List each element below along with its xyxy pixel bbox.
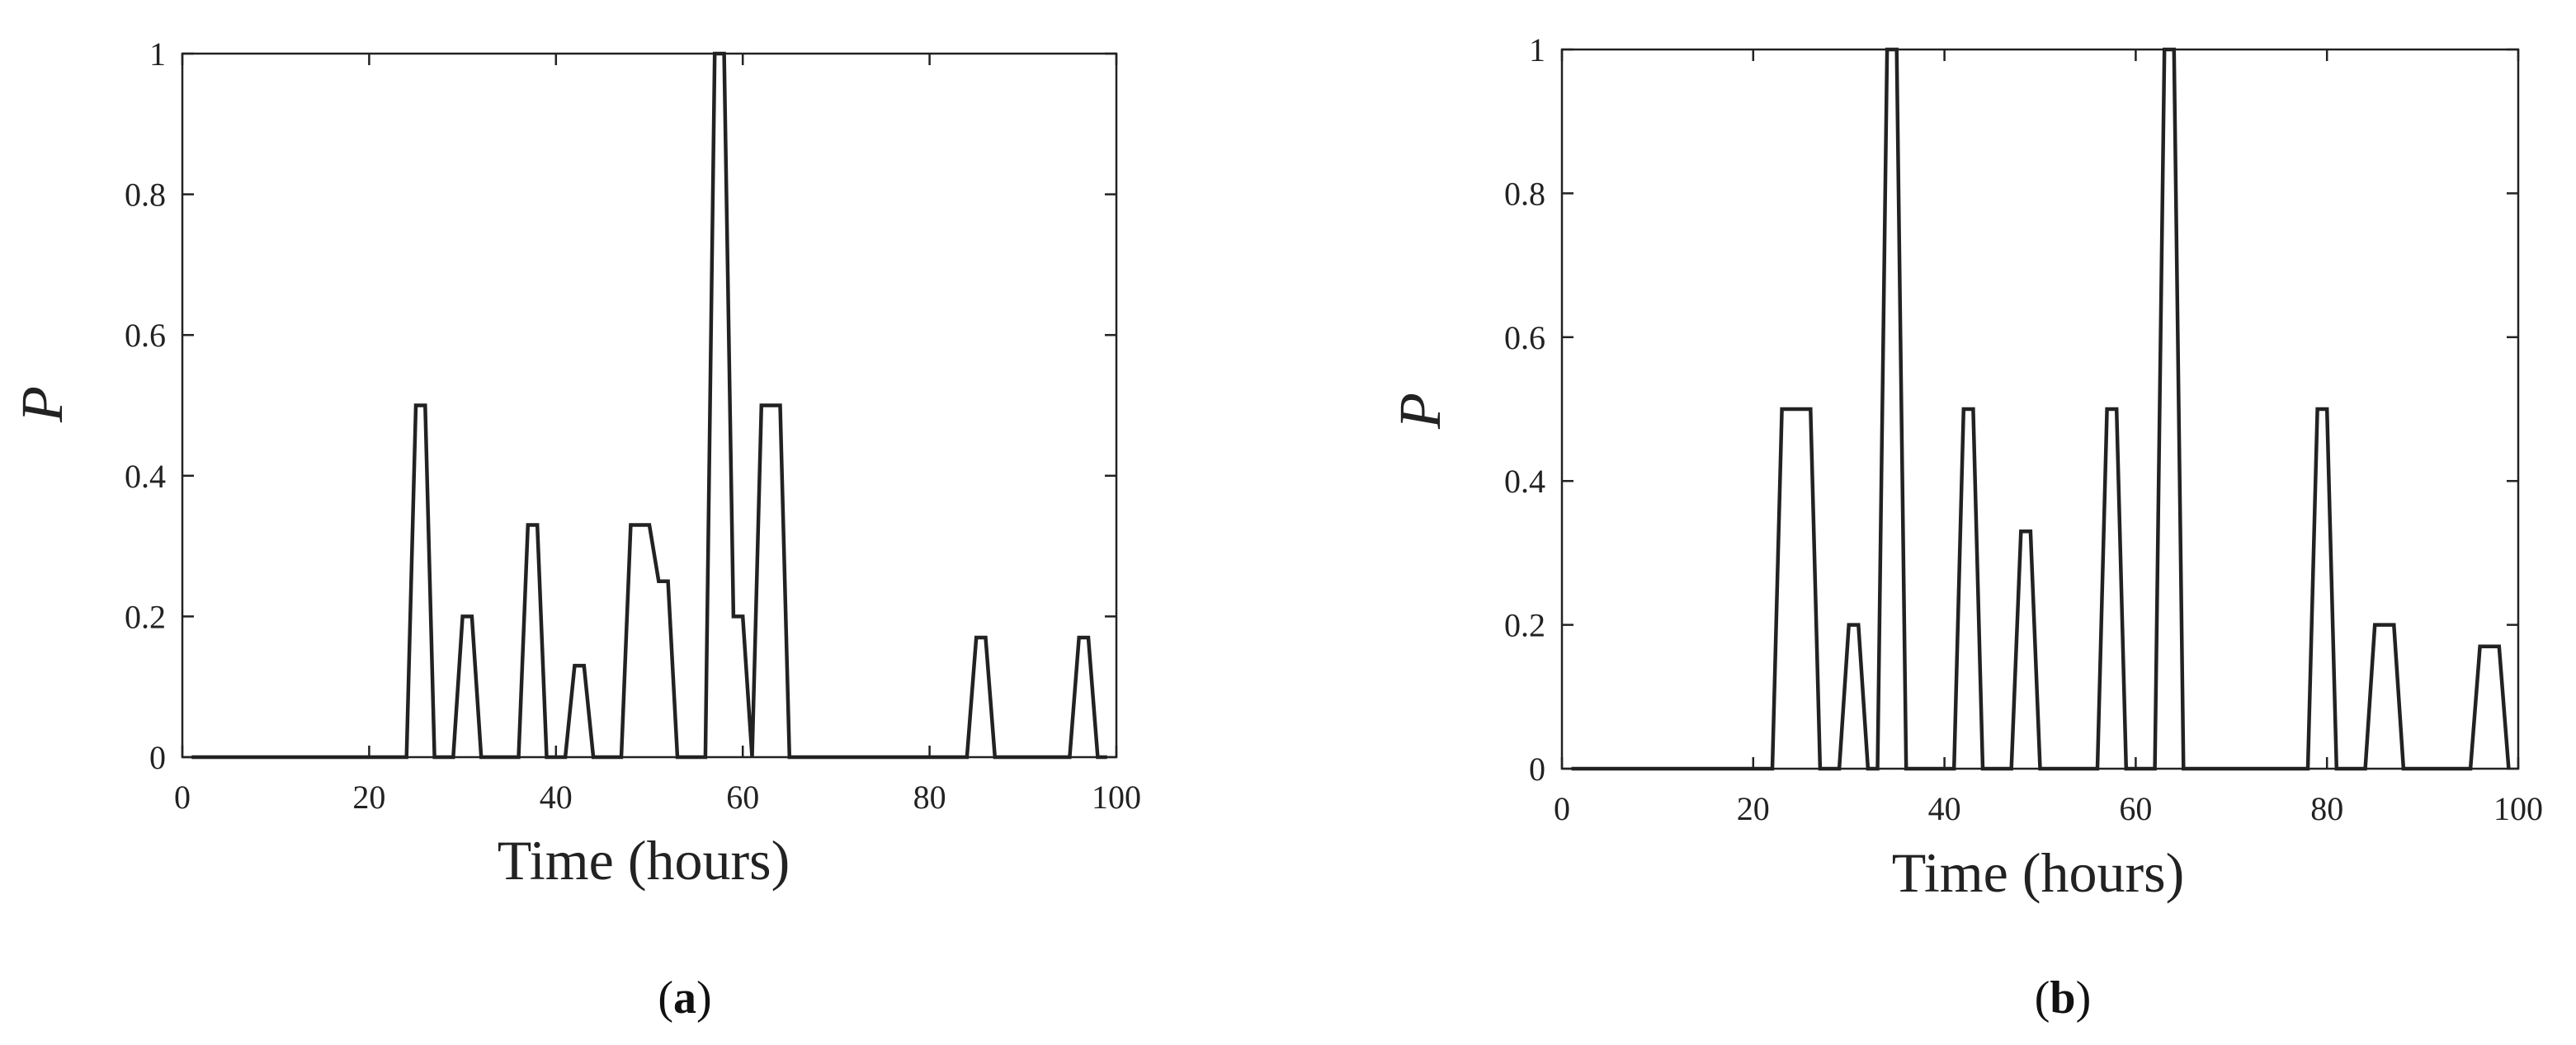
y-tick-label: 0 bbox=[149, 739, 166, 776]
y-tick-label: 1 bbox=[1529, 31, 1545, 68]
x-tick-label: 60 bbox=[2119, 790, 2152, 827]
plot-frame bbox=[181, 52, 1118, 759]
panel-label-a: (a) bbox=[658, 972, 711, 1024]
plot-frame bbox=[1560, 48, 2520, 770]
y-axis-label: P bbox=[9, 386, 75, 423]
chart-a: 0 20 40 60 80 100 0 0.2 0.4 0.6 0.8 1 Time (hours) P bbox=[9, 35, 1141, 892]
x-tick-label: 80 bbox=[2310, 790, 2343, 827]
y-tick-label: 0.8 bbox=[125, 177, 166, 214]
x-tick-label: 20 bbox=[352, 779, 385, 816]
y-tick-label: 0.2 bbox=[125, 598, 166, 635]
y-tick-label: 0.4 bbox=[125, 458, 166, 495]
y-tick-label: 0 bbox=[1529, 751, 1545, 788]
x-tick-label: 20 bbox=[1737, 790, 1770, 827]
x-tick-label: 80 bbox=[913, 779, 946, 816]
y-tick-label: 0.6 bbox=[1504, 319, 1545, 356]
x-tick-label: 60 bbox=[726, 779, 759, 816]
y-tick-label: 0.8 bbox=[1504, 175, 1545, 212]
panel-label-b: (b) bbox=[2035, 972, 2091, 1024]
x-axis-label: Time (hours) bbox=[498, 829, 790, 892]
x-tick-label: 0 bbox=[1554, 790, 1570, 827]
y-tick-label: 1 bbox=[149, 35, 166, 73]
series-line bbox=[191, 51, 1107, 760]
chart-b: 0 20 40 60 80 100 0 0.2 0.4 0.6 0.8 1 Time (hours) P bbox=[1387, 31, 2543, 904]
x-tick-label: 40 bbox=[1928, 790, 1961, 827]
series-line bbox=[1571, 47, 2511, 771]
x-axis-label: Time (hours) bbox=[1892, 841, 2185, 904]
y-tick-label: 0.6 bbox=[125, 317, 166, 354]
x-tick-label: 0 bbox=[174, 779, 191, 816]
y-tick-label: 0.2 bbox=[1504, 607, 1545, 644]
y-tick-label: 0.4 bbox=[1504, 463, 1545, 500]
y-axis-label: P bbox=[1387, 393, 1453, 430]
x-tick-label: 100 bbox=[2493, 790, 2543, 827]
x-tick-label: 40 bbox=[540, 779, 573, 816]
x-tick-label: 100 bbox=[1092, 779, 1141, 816]
